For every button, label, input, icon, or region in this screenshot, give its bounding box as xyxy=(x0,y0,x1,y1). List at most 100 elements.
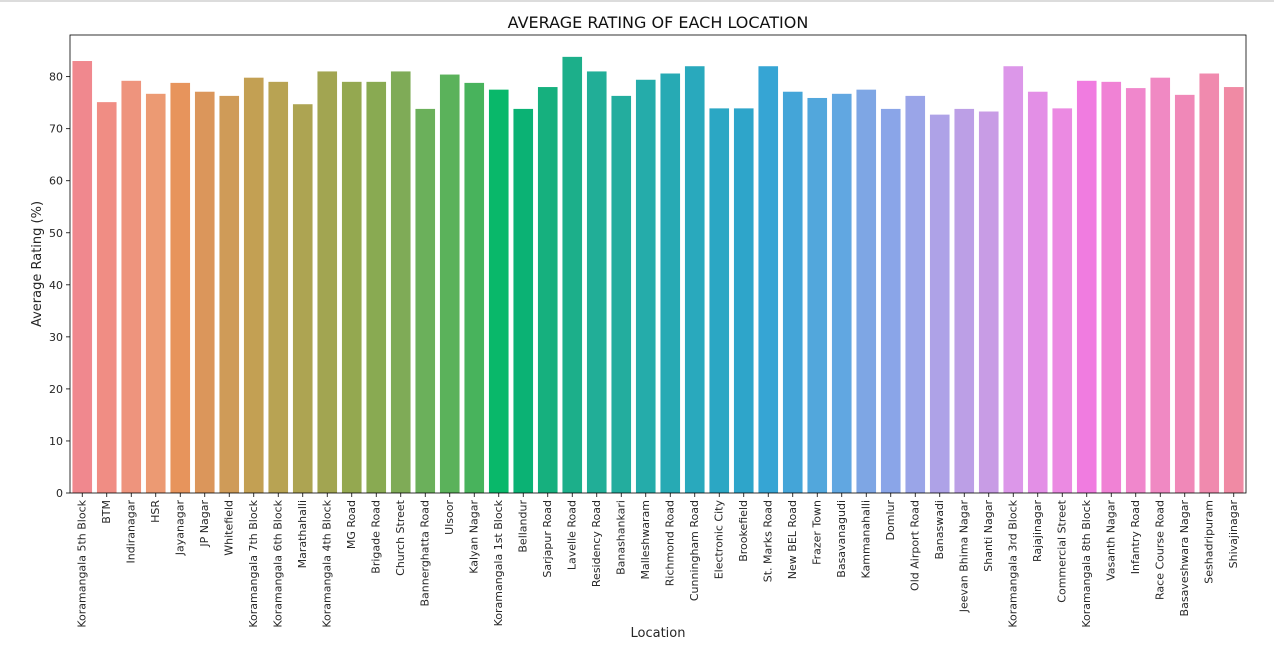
bars-group xyxy=(72,56,1244,494)
bar xyxy=(562,56,583,494)
bar xyxy=(782,91,803,493)
x-tick-label: Basavanagudi xyxy=(835,500,848,578)
y-tick-label: 30 xyxy=(49,331,63,344)
x-tick-label: Koramangala 7th Block xyxy=(247,499,260,627)
bar xyxy=(488,89,509,494)
bar xyxy=(1223,87,1244,494)
x-tick-label: Richmond Road xyxy=(663,500,676,586)
bar xyxy=(978,111,999,493)
bar xyxy=(366,81,387,493)
bar xyxy=(856,89,877,494)
x-tick-label: Residency Road xyxy=(590,500,603,587)
x-tick-label: Vasanth Nagar xyxy=(1104,500,1117,581)
x-tick-label: Shanti Nagar xyxy=(982,500,995,572)
bar xyxy=(96,102,117,493)
x-tick-label: Koramangala 8th Block xyxy=(1080,499,1093,627)
x-tick-label: Church Street xyxy=(394,499,407,576)
x-axis-title: Location xyxy=(631,626,686,641)
x-tick-label: HSR xyxy=(149,500,162,523)
y-tick-label: 0 xyxy=(56,487,63,500)
bar xyxy=(831,93,852,493)
x-tick-label: Shivajinagar xyxy=(1227,500,1240,569)
bar xyxy=(954,108,975,494)
x-tick-label: Malleshwaram xyxy=(639,500,652,580)
bar xyxy=(709,108,730,493)
x-tick-label: Whitefield xyxy=(222,500,235,556)
bar xyxy=(292,104,313,493)
x-tick-label: Banashankari xyxy=(614,500,627,575)
bar xyxy=(268,81,289,493)
x-tick-label: Domlur xyxy=(884,500,897,541)
x-tick-label: Lavelle Road xyxy=(565,500,578,570)
bar xyxy=(684,66,705,493)
x-tick-label: Ulsoor xyxy=(443,500,456,535)
bar xyxy=(1125,88,1146,493)
bar xyxy=(1101,81,1122,493)
x-tick-label: BTM xyxy=(100,500,113,524)
bar xyxy=(170,82,191,493)
bar xyxy=(537,87,558,494)
x-tick-label: Kammanahalli xyxy=(859,500,872,579)
top-divider xyxy=(0,0,1274,2)
bar xyxy=(807,97,828,493)
x-tick-label: New BEL Road xyxy=(786,500,799,579)
x-tick-label: Cunningham Road xyxy=(688,500,701,601)
x-tick-label: Koramangala 1st Block xyxy=(492,499,505,626)
bar xyxy=(733,108,754,493)
x-tick-label: Seshadripuram xyxy=(1202,500,1215,584)
x-tick-label: Electronic City xyxy=(712,500,725,580)
x-tick-label: Kalyan Nagar xyxy=(467,500,480,574)
bar xyxy=(1052,108,1073,493)
bar xyxy=(611,95,632,493)
x-tick-label: Koramangala 6th Block xyxy=(271,499,284,627)
x-tick-label: MG Road xyxy=(345,500,358,549)
plot-frame xyxy=(69,34,1247,494)
x-tick-label: Jayanagar xyxy=(173,500,186,557)
x-tick-label: Jeevan Bhima Nagar xyxy=(957,500,970,614)
bar xyxy=(145,93,166,493)
bar xyxy=(1150,77,1171,494)
bar xyxy=(243,77,264,494)
bar xyxy=(660,73,681,493)
bar xyxy=(905,95,926,493)
y-axis-title: Average Rating (%) xyxy=(30,201,45,327)
x-tick-label: Race Course Road xyxy=(1153,500,1166,600)
bar xyxy=(1003,66,1024,493)
x-tick-label: Rajajinagar xyxy=(1031,500,1044,562)
bar xyxy=(415,108,436,494)
bar xyxy=(194,91,215,493)
x-tick-label: Commercial Street xyxy=(1055,499,1068,602)
x-tick-label: Old Airport Road xyxy=(908,500,921,591)
x-axis: Koramangala 5th Block BTM Indiranagar HSR Ja… xyxy=(75,493,1240,628)
bar xyxy=(1174,94,1195,493)
y-tick-label: 70 xyxy=(49,123,63,136)
x-tick-label: Sarjapur Road xyxy=(541,500,554,578)
y-tick-label: 60 xyxy=(49,175,63,188)
bar xyxy=(758,66,779,493)
y-tick-label: 20 xyxy=(49,383,63,396)
x-tick-label: Koramangala 3rd Block xyxy=(1006,499,1019,627)
bar xyxy=(586,71,607,494)
bar xyxy=(635,79,656,493)
bar xyxy=(880,108,901,494)
y-tick-label: 80 xyxy=(49,71,63,84)
y-axis: 0 10 20 30 40 50 60 70 80 xyxy=(49,71,70,500)
x-tick-label: Brigade Road xyxy=(369,500,382,574)
x-tick-label: Banaswadi xyxy=(933,500,946,560)
x-tick-label: St. Marks Road xyxy=(761,500,774,582)
y-tick-label: 40 xyxy=(49,279,63,292)
bar xyxy=(513,108,534,494)
x-tick-label: Bellandur xyxy=(516,500,529,553)
bar xyxy=(929,114,950,493)
bar xyxy=(72,61,93,494)
x-tick-label: Infantry Road xyxy=(1129,500,1142,574)
x-tick-label: Koramangala 4th Block xyxy=(320,499,333,627)
bar xyxy=(464,82,485,493)
bar xyxy=(439,74,460,494)
x-tick-label: Frazer Town xyxy=(810,500,823,565)
x-tick-label: Brookefield xyxy=(737,500,750,562)
bar xyxy=(390,71,411,494)
bar xyxy=(219,95,240,493)
y-tick-label: 50 xyxy=(49,227,63,240)
